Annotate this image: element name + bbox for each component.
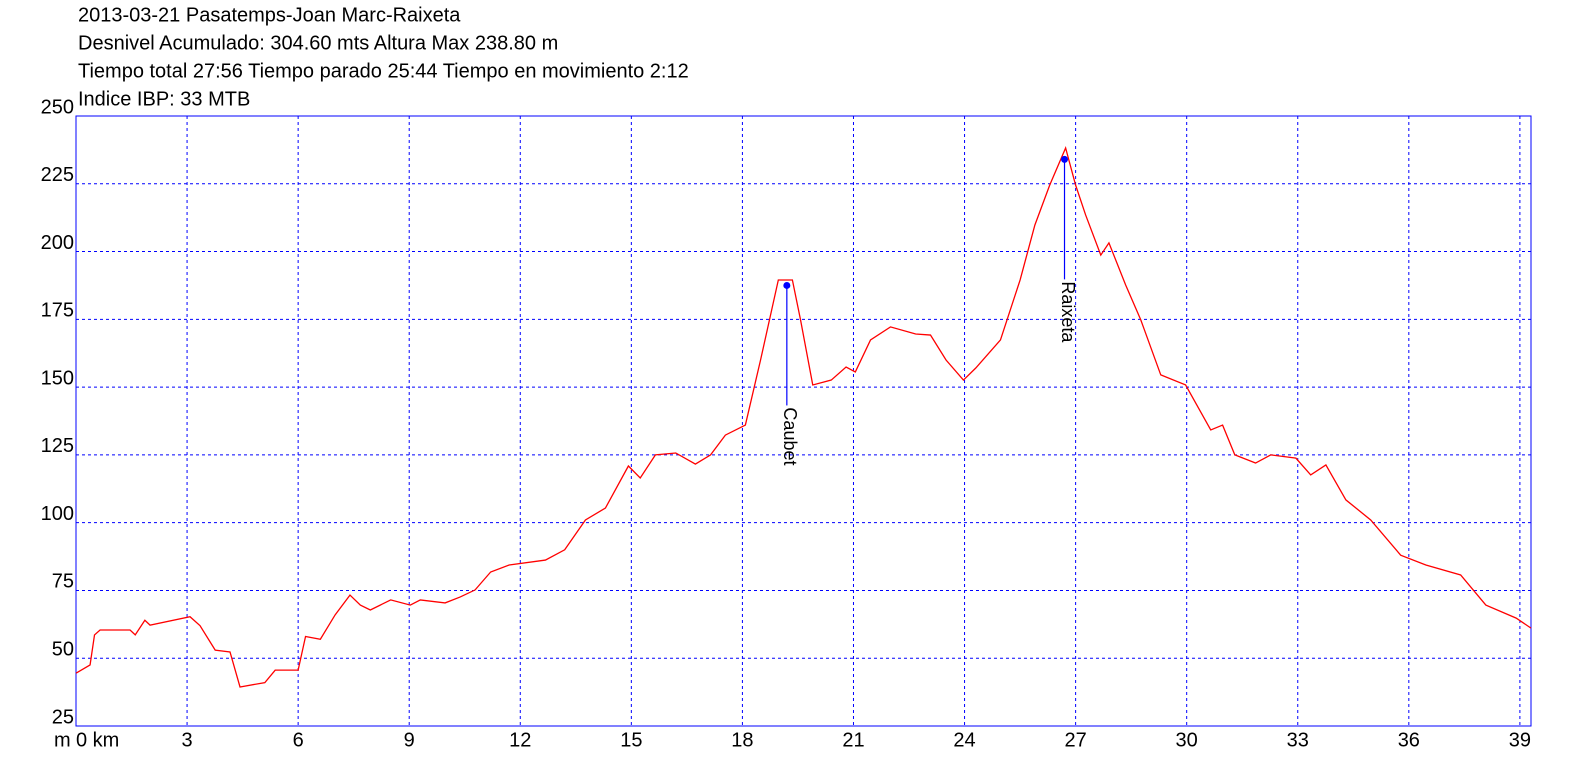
x-tick-label: 21 — [842, 729, 864, 751]
annotation-label: Raixeta — [1058, 281, 1078, 343]
elevation-line — [75, 146, 1532, 688]
annotation-label: Caubet — [780, 407, 800, 465]
y-tick-label: 25 — [52, 706, 74, 728]
x-tick-label: 18 — [731, 729, 753, 751]
y-tick-label: 150 — [41, 367, 74, 389]
x-tick-label: 15 — [620, 729, 642, 751]
y-tick-label: 75 — [52, 571, 74, 593]
x-tick-label: 39 — [1509, 729, 1531, 751]
y-tick-label: 200 — [41, 232, 74, 254]
y-tick-label: 175 — [41, 300, 74, 322]
x-tick-label: 0 km — [76, 729, 119, 751]
y-tick-label: 125 — [41, 435, 74, 457]
title-line: 2013-03-21 Pasatemps-Joan Marc-Raixeta — [78, 4, 461, 26]
annotation-point — [1061, 155, 1069, 163]
x-tick-label: 33 — [1287, 729, 1309, 751]
annotation-point — [783, 281, 791, 289]
y-tick-label: 225 — [41, 164, 74, 186]
title-line: Indice IBP: 33 MTB — [78, 88, 250, 110]
title-line: Tiempo total 27:56 Tiempo parado 25:44 T… — [78, 60, 689, 82]
x-tick-label: 30 — [1176, 729, 1198, 751]
y-tick-label: 250 — [41, 96, 74, 118]
plot-frame — [75, 115, 1532, 727]
x-tick-label: 24 — [953, 729, 975, 751]
title-line: Desnivel Acumulado: 304.60 mts Altura Ma… — [78, 32, 558, 54]
x-tick-label: 12 — [509, 729, 531, 751]
x-tick-label: 9 — [404, 729, 415, 751]
y-axis-label: m — [54, 729, 71, 751]
y-tick-label: 100 — [41, 503, 74, 525]
x-tick-label: 36 — [1398, 729, 1420, 751]
x-tick-label: 27 — [1064, 729, 1086, 751]
x-tick-label: 6 — [293, 729, 304, 751]
x-tick-label: 3 — [182, 729, 193, 751]
y-tick-label: 50 — [52, 639, 74, 661]
